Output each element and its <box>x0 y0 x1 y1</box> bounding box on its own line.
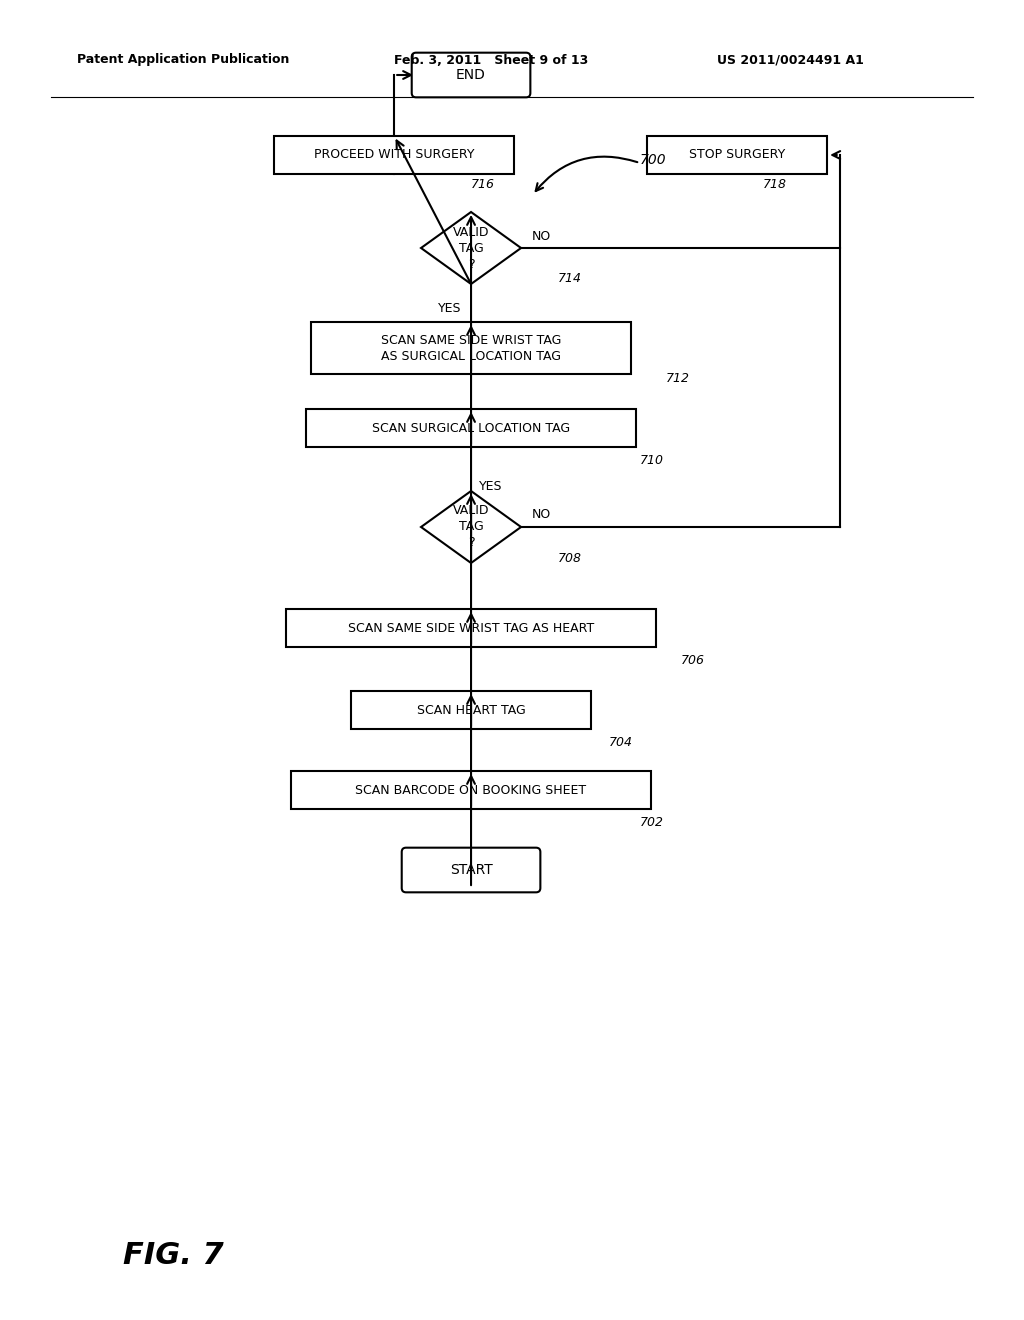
FancyBboxPatch shape <box>286 609 656 647</box>
Text: US 2011/0024491 A1: US 2011/0024491 A1 <box>717 54 863 66</box>
Text: STOP SURGERY: STOP SURGERY <box>689 149 785 161</box>
Text: PROCEED WITH SURGERY: PROCEED WITH SURGERY <box>314 149 474 161</box>
Text: SCAN SAME SIDE WRIST TAG AS HEART: SCAN SAME SIDE WRIST TAG AS HEART <box>348 622 594 635</box>
FancyBboxPatch shape <box>274 136 514 174</box>
Text: SCAN HEART TAG: SCAN HEART TAG <box>417 704 525 717</box>
Text: YES: YES <box>438 302 462 315</box>
Text: SCAN SAME SIDE WRIST TAG
AS SURGICAL LOCATION TAG: SCAN SAME SIDE WRIST TAG AS SURGICAL LOC… <box>381 334 561 363</box>
Text: Patent Application Publication: Patent Application Publication <box>77 54 289 66</box>
Text: 706: 706 <box>681 653 705 667</box>
Text: 704: 704 <box>609 735 633 748</box>
FancyBboxPatch shape <box>311 322 631 374</box>
Text: START: START <box>450 863 493 876</box>
Text: SCAN BARCODE ON BOOKING SHEET: SCAN BARCODE ON BOOKING SHEET <box>355 784 587 796</box>
Polygon shape <box>421 491 521 564</box>
Text: VALID
TAG
?: VALID TAG ? <box>453 504 489 549</box>
Text: 712: 712 <box>666 371 689 384</box>
Text: VALID
TAG
?: VALID TAG ? <box>453 226 489 271</box>
Text: YES: YES <box>479 479 503 492</box>
Text: 714: 714 <box>558 272 582 285</box>
FancyBboxPatch shape <box>291 771 651 809</box>
FancyBboxPatch shape <box>351 690 591 729</box>
Text: NO: NO <box>531 230 551 243</box>
Polygon shape <box>421 213 521 284</box>
Text: 710: 710 <box>640 454 664 466</box>
FancyBboxPatch shape <box>412 53 530 98</box>
Text: Feb. 3, 2011   Sheet 9 of 13: Feb. 3, 2011 Sheet 9 of 13 <box>394 54 589 66</box>
Text: 708: 708 <box>558 552 582 565</box>
FancyBboxPatch shape <box>401 847 541 892</box>
Text: 702: 702 <box>640 816 664 829</box>
FancyBboxPatch shape <box>647 136 827 174</box>
FancyBboxPatch shape <box>306 409 636 447</box>
Text: 716: 716 <box>471 178 495 191</box>
Text: FIG. 7: FIG. 7 <box>123 1241 223 1270</box>
Text: SCAN SURGICAL LOCATION TAG: SCAN SURGICAL LOCATION TAG <box>372 421 570 434</box>
Text: 700: 700 <box>640 153 667 168</box>
Text: END: END <box>456 69 486 82</box>
Text: NO: NO <box>531 508 551 521</box>
Text: 718: 718 <box>763 178 786 191</box>
